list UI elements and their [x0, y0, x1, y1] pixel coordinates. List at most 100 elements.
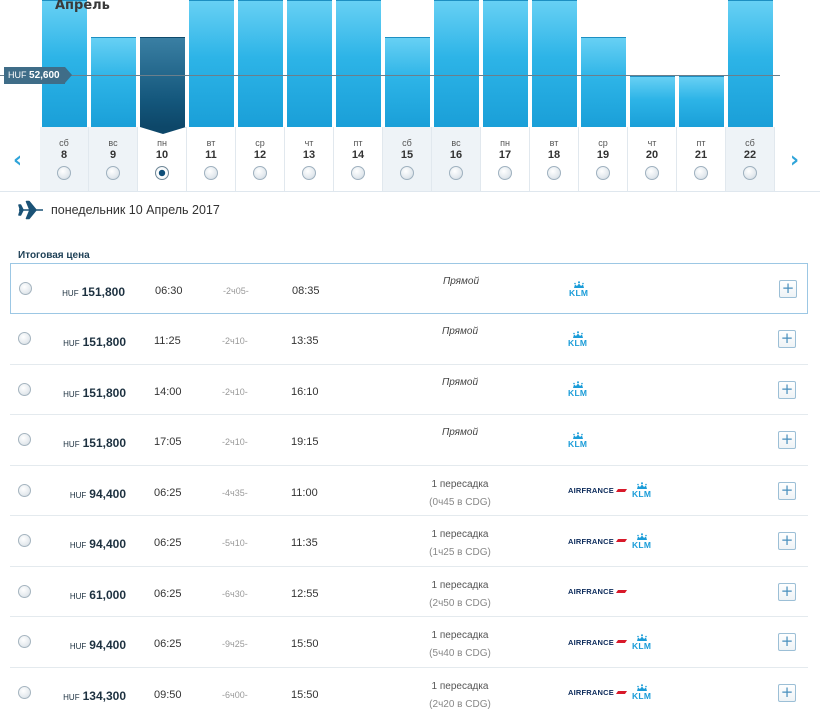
price-bar[interactable]	[189, 0, 234, 127]
day-radio[interactable]	[694, 166, 708, 180]
flight-select-radio[interactable]	[18, 332, 31, 345]
day-column[interactable]: чт 13	[285, 127, 334, 191]
arrival-time: 15:50	[291, 688, 319, 701]
plus-icon[interactable]: +	[778, 633, 796, 651]
day-radio[interactable]	[498, 166, 512, 180]
price-bar[interactable]	[728, 0, 773, 127]
klm-logo-text: KLM	[569, 287, 589, 298]
chevron-left-icon[interactable]: ‹	[13, 148, 23, 173]
price-amount: 94,400	[89, 486, 126, 501]
day-of-week: пн	[500, 138, 510, 148]
day-column[interactable]: вс 9	[89, 127, 138, 191]
flight-row[interactable]: HUF 151,800 14:00 -2ч10- 16:10 Прямой KLM +	[10, 365, 808, 415]
price-bar[interactable]	[140, 37, 185, 127]
day-radio[interactable]	[449, 166, 463, 180]
day-column[interactable]: пт 21	[677, 127, 726, 191]
day-column[interactable]: сб 15	[383, 127, 432, 191]
flight-select-radio[interactable]	[18, 685, 31, 699]
flight-select-radio[interactable]	[18, 433, 31, 446]
flight-duration: -9ч25-	[222, 639, 248, 649]
day-radio[interactable]	[547, 166, 561, 180]
airplane-icon	[18, 200, 43, 220]
departure-time: 06:25	[154, 638, 182, 650]
flight-row[interactable]: HUF 151,800 06:30 -2ч05- 08:35 Прямой KLM +	[10, 263, 808, 314]
day-column[interactable]: вт 18	[530, 127, 579, 191]
price-amount: 151,800	[82, 436, 126, 450]
day-number: 11	[205, 149, 217, 161]
price-bar[interactable]	[91, 37, 136, 127]
day-column[interactable]: ср 12	[236, 127, 285, 191]
price-bar[interactable]	[630, 76, 675, 127]
day-column[interactable]: пт 14	[334, 127, 383, 191]
flight-price: HUF 94,400	[70, 535, 126, 553]
plus-icon[interactable]: +	[778, 532, 796, 550]
flight-row[interactable]: HUF 94,400 06:25 -9ч25- 15:50 1 пересадка (5ч4…	[10, 617, 808, 668]
flight-row[interactable]: HUF 134,300 09:50 -6ч00- 15:50 1 пересадка (2ч…	[10, 668, 808, 713]
day-radio[interactable]	[57, 166, 71, 180]
plus-icon[interactable]: +	[778, 481, 796, 500]
plus-icon[interactable]: +	[778, 582, 796, 601]
flight-row[interactable]: HUF 151,800 17:05 -2ч10- 19:15 Прямой KLM +	[10, 415, 808, 466]
price-bar[interactable]	[42, 0, 87, 127]
day-radio[interactable]	[596, 166, 610, 180]
day-radio[interactable]	[400, 166, 414, 180]
day-radio[interactable]	[302, 166, 316, 180]
price-bar[interactable]	[532, 0, 577, 127]
day-number: 20	[645, 149, 659, 161]
flight-row[interactable]: HUF 151,800 11:25 -2ч10- 13:35 Прямой KLM +	[10, 314, 808, 365]
flight-row[interactable]: HUF 94,400 06:25 -5ч10- 11:35 1 пересадка (1ч2…	[10, 516, 808, 567]
plus-icon[interactable]: +	[778, 380, 796, 399]
days-row: сб 8 вс 9 пн 10 вт 11 ср 12 чт 13 пт 14 сб 15 вс 16 пн 17 вт…	[40, 127, 778, 191]
plus-icon[interactable]: +	[778, 683, 796, 702]
day-radio[interactable]	[253, 166, 267, 180]
flight-select-radio[interactable]	[18, 635, 31, 648]
stops-info: Прямой	[400, 323, 520, 341]
day-column[interactable]: пн 10	[138, 127, 187, 191]
flight-duration: -6ч30-	[222, 588, 248, 599]
klm-crown-icon	[636, 633, 647, 641]
day-radio[interactable]	[155, 166, 169, 180]
price-bar[interactable]	[238, 0, 283, 127]
day-radio[interactable]	[743, 166, 757, 180]
flight-row[interactable]: HUF 61,000 06:25 -6ч30- 12:55 1 пересадка (2ч5…	[10, 567, 808, 617]
price-bar[interactable]	[483, 0, 528, 127]
flight-select-radio[interactable]	[18, 382, 31, 396]
price-currency: HUF	[62, 289, 79, 298]
stops-label: 1 пересадка	[431, 680, 489, 692]
flight-price: HUF 94,400	[70, 636, 126, 654]
price-bar[interactable]	[287, 0, 332, 127]
flight-duration: -2ч10-	[222, 336, 248, 346]
day-number: 14	[351, 149, 365, 161]
flight-select-radio[interactable]	[18, 584, 31, 598]
price-bar[interactable]	[385, 37, 430, 127]
day-of-week: пт	[696, 138, 706, 148]
price-bar[interactable]	[434, 0, 479, 127]
day-radio[interactable]	[204, 166, 218, 180]
day-column[interactable]: чт 20	[628, 127, 677, 191]
day-column[interactable]: ср 19	[579, 127, 628, 191]
day-column[interactable]: сб 8	[40, 127, 89, 191]
day-column[interactable]: вт 11	[187, 127, 236, 191]
klm-crown-icon	[636, 684, 647, 692]
day-column[interactable]: сб 22	[726, 127, 775, 191]
day-of-week: пт	[353, 138, 363, 148]
plus-icon[interactable]: +	[778, 330, 796, 348]
arrival-time: 19:15	[291, 436, 319, 448]
day-radio[interactable]	[106, 166, 120, 180]
flight-select-radio[interactable]	[19, 282, 32, 295]
day-of-week: пн	[157, 138, 167, 148]
day-column[interactable]: вс 16	[432, 127, 481, 191]
airfrance-logo-text: AIRFRANCE	[568, 536, 614, 546]
plus-icon[interactable]: +	[779, 280, 797, 298]
plus-icon[interactable]: +	[778, 431, 796, 449]
flight-row[interactable]: HUF 94,400 06:25 -4ч35- 11:00 1 пересадка (0ч4…	[10, 466, 808, 516]
day-radio[interactable]	[351, 166, 365, 180]
flight-select-radio[interactable]	[18, 483, 31, 497]
day-radio[interactable]	[645, 166, 659, 180]
price-bar[interactable]	[581, 37, 626, 127]
price-bar[interactable]	[679, 76, 724, 127]
chevron-right-icon[interactable]: ›	[790, 148, 800, 173]
price-bar[interactable]	[336, 0, 381, 127]
day-column[interactable]: пн 17	[481, 127, 530, 191]
flight-select-radio[interactable]	[18, 534, 31, 547]
